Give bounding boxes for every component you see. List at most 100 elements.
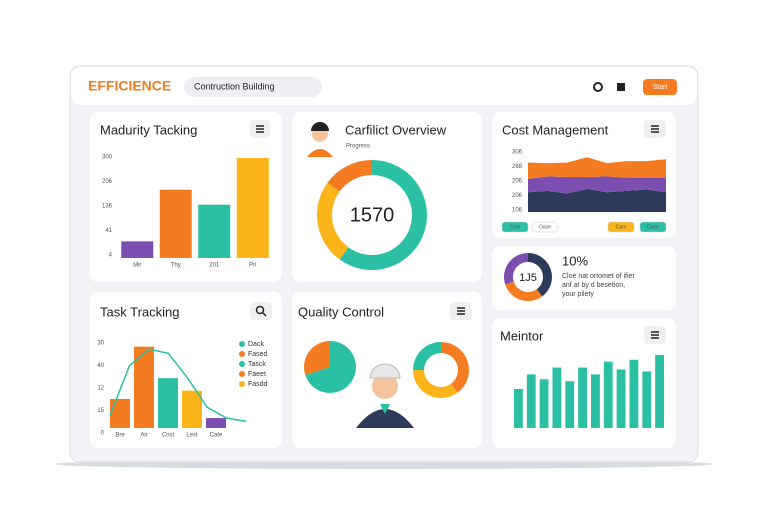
summary-text: Cloe nat ortomet of ifiet [562,273,634,280]
filter-button[interactable] [501,221,529,233]
segment [339,160,427,270]
bar [642,371,652,428]
search-button[interactable] [250,302,272,320]
x-tick-label: Lest [186,433,198,439]
bar [182,390,202,428]
magnifier-handle [262,312,267,317]
y-axis-label: 4 [109,253,113,259]
bar [603,361,613,428]
bar [121,241,154,258]
bar [552,367,562,428]
segment [413,342,441,370]
brand: EFFICIENCE [88,78,171,94]
segment [316,182,349,260]
bar [158,378,178,428]
y-axis-label: 0 [101,431,105,437]
bar [578,367,587,428]
bar [198,204,231,258]
suit [356,409,414,428]
filter-button[interactable] [607,221,635,233]
area [528,176,666,194]
segment [304,341,330,376]
y-axis-label: 206 [512,193,523,199]
tie [380,404,390,414]
legend-swatch [239,361,245,367]
legend-swatch [239,371,245,377]
panel-title: Madurity Tacking [100,122,197,137]
bar [655,354,664,428]
y-axis-label: 206 [102,179,113,185]
panel-title: Quality Control [298,304,384,319]
y-axis-label: 12 [97,386,104,392]
segment [441,342,469,393]
bar [526,374,536,428]
donut-center: 1570 [350,204,395,226]
panel-subtitle: Progress [346,144,370,150]
summary-value: 10% [562,253,588,268]
y-axis-label: 268 [512,164,523,170]
segment [413,370,458,398]
x-tick-label: Cost [162,433,175,439]
bar [159,189,192,258]
bar [236,158,269,258]
segment [505,281,543,301]
panel-title: Task Tracking [100,304,179,319]
area [528,188,666,212]
filter-button[interactable] [639,221,667,233]
x-tick-label: Air [140,433,147,439]
legend-swatch [239,381,245,387]
legend-label: Fased [248,351,268,358]
x-tick-label: Mir [133,263,141,269]
y-axis-label: 300 [102,155,113,161]
filter-button-label: Cost [510,224,521,230]
panel-title: Cost Management [502,122,609,137]
segment [305,341,356,394]
summary-text: anf at by d besetion, [562,282,625,289]
x-tick-label: Pri [249,263,256,269]
filter-button[interactable] [531,221,559,233]
legend-label: Fasdd [248,381,268,388]
x-tick-label: Bre [115,433,125,439]
donut-center: 1J5 [519,272,537,284]
body [307,149,333,157]
filter-button-label: Case [647,224,659,230]
segment [503,253,528,285]
helmet [311,122,329,131]
settings-icon[interactable] [593,82,603,92]
header-button-label: Start [653,84,668,91]
filter-button-label: Oase [539,224,551,230]
bar [206,418,226,428]
bar [539,379,549,428]
header-button[interactable] [643,79,677,95]
segment [327,160,372,192]
y-axis-label: 41 [105,228,112,234]
legend-swatch [239,351,245,357]
face [372,373,398,399]
bar [134,346,154,428]
helmet [369,363,401,379]
worker-icon [307,122,333,157]
legend-swatch [239,341,245,347]
search-text: Contruction Building [194,81,275,91]
bar [110,398,130,428]
profile-icon[interactable] [617,83,625,91]
x-tick-label: Cate [210,433,223,439]
area [528,157,666,179]
bar [616,369,626,428]
summary-text: your pilety [562,291,594,298]
bar [591,374,600,428]
engineer-icon [356,363,414,428]
trend-line [109,348,247,423]
segment [528,253,552,297]
y-axis-label: 136 [102,204,113,210]
panel-title: Meintor [500,328,544,343]
panel-title: Carfilict Overview [345,122,447,137]
search-box[interactable] [184,77,322,97]
legend-label: Faeet [248,371,266,378]
legend-label: Tasck [248,361,266,368]
bar [565,381,575,428]
bar [514,389,523,428]
legend-label: Dack [248,341,264,348]
hamburger [256,125,659,339]
